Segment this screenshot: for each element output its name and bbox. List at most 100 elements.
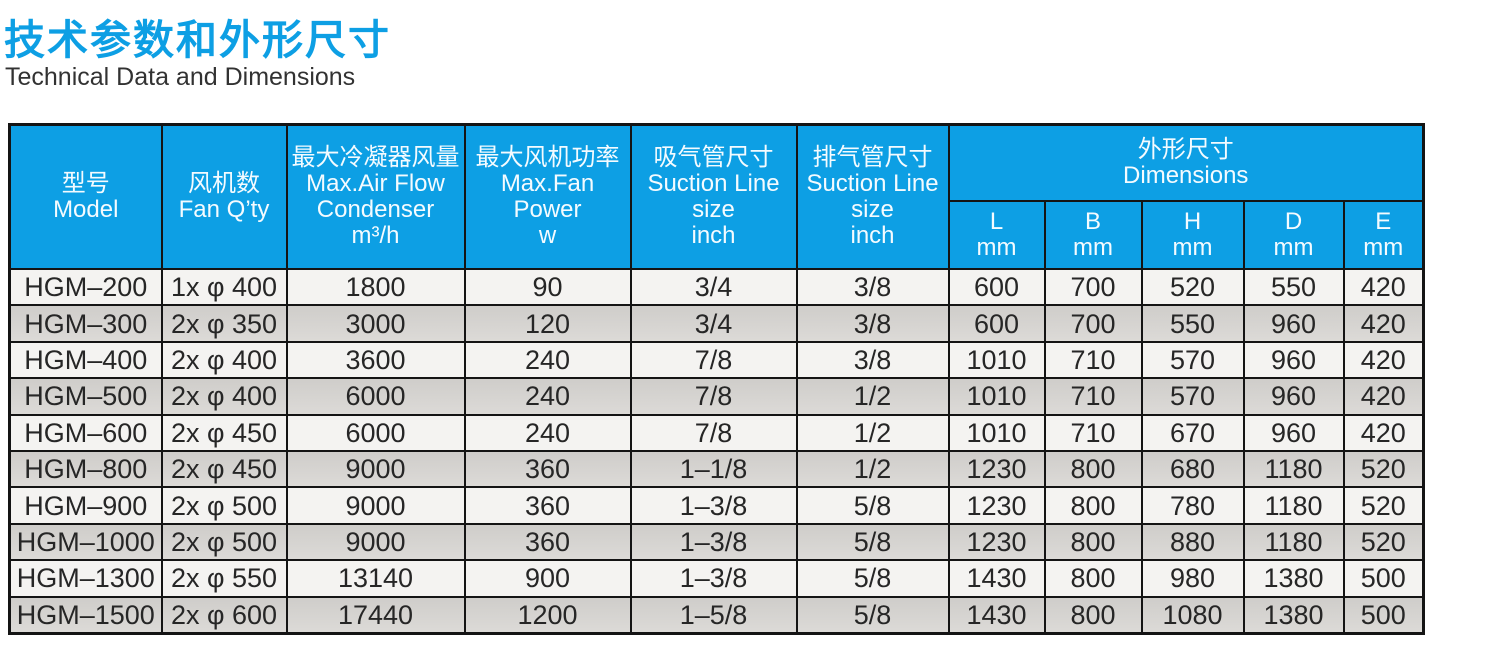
cell-suction_line_size: 3/4 — [629, 304, 798, 343]
table-row: HGM–200 1x φ 400 1800 90 3/4 3/8 600 700 520 550 4… — [8, 267, 1425, 307]
table-row: HGM–300 2x φ 350 3000 120 3/4 3/8 600 700 550 960… — [8, 304, 1425, 343]
cell-dim_d: 960 — [1242, 377, 1345, 416]
cell-discharge_line_size: 1/2 — [795, 449, 950, 489]
cell-dim_b: 800 — [1043, 449, 1143, 489]
cell-dim_l: 1230 — [947, 486, 1046, 525]
col-header-dim-e: E mm — [1342, 200, 1425, 270]
cell-max_fan_power: 240 — [463, 377, 632, 416]
cell-max_fan_power: 360 — [463, 449, 632, 489]
cell-dim_d: 1380 — [1242, 559, 1345, 598]
cell-dim_b: 700 — [1043, 304, 1143, 343]
col-header-dimensions-group: 外形尺寸 Dimensions — [947, 123, 1425, 203]
cell-dim_e: 420 — [1342, 267, 1425, 307]
cell-dim_b: 700 — [1043, 267, 1143, 307]
cell-discharge_line_size: 3/8 — [795, 267, 950, 307]
cell-dim_d: 960 — [1242, 304, 1345, 343]
table-row: HGM–900 2x φ 500 9000 360 1–3/8 5/8 1230 800 780… — [8, 486, 1425, 525]
col-header-dim-l: L mm — [947, 200, 1046, 270]
cell-dim_e: 420 — [1342, 304, 1425, 343]
cell-dim_l: 1430 — [947, 595, 1046, 635]
cell-dim_h: 550 — [1140, 304, 1245, 343]
cell-dim_h: 570 — [1140, 340, 1245, 380]
cell-dim_d: 1380 — [1242, 595, 1345, 635]
cell-discharge_line_size: 1/2 — [795, 377, 950, 416]
table-header: 型号 Model 风机数 Fan Q’ty 最大冷凝器风量 Max.Air Fl… — [8, 123, 1425, 270]
table-row: HGM–500 2x φ 400 6000 240 7/8 1/2 1010 710 570 96… — [8, 377, 1425, 416]
cell-dim_e: 420 — [1342, 413, 1425, 452]
technical-data-table: 型号 Model 风机数 Fan Q’ty 最大冷凝器风量 Max.Air Fl… — [8, 123, 1425, 635]
cell-dim_b: 800 — [1043, 486, 1143, 525]
cell-dim_d: 960 — [1242, 413, 1345, 452]
cell-dim_l: 1010 — [947, 377, 1046, 416]
cell-dim_d: 1180 — [1242, 449, 1345, 489]
table-body: HGM–200 1x φ 400 1800 90 3/4 3/8 600 700 520 550 4… — [8, 267, 1425, 635]
cell-suction_line_size: 7/8 — [629, 377, 798, 416]
cell-fan_qty: 2x φ 450 — [160, 413, 288, 452]
cell-model: HGM–1000 — [8, 522, 163, 562]
cell-max_air_flow: 1800 — [285, 267, 466, 307]
cell-discharge_line_size: 5/8 — [795, 486, 950, 525]
cell-suction_line_size: 1–3/8 — [629, 486, 798, 525]
cell-dim_h: 880 — [1140, 522, 1245, 562]
page-title-english: Technical Data and Dimensions — [5, 63, 356, 91]
cell-model: HGM–200 — [8, 267, 163, 307]
cell-model: HGM–1300 — [8, 559, 163, 598]
col-header-dim-d: D mm — [1242, 200, 1345, 270]
cell-model: HGM–300 — [8, 304, 163, 343]
cell-dim_e: 500 — [1342, 595, 1425, 635]
col-header-model: 型号 Model — [8, 123, 163, 270]
cell-fan_qty: 2x φ 550 — [160, 559, 288, 598]
cell-discharge_line_size: 1/2 — [795, 413, 950, 452]
table-row: HGM–800 2x φ 450 9000 360 1–1/8 1/2 1230 800 680… — [8, 449, 1425, 489]
col-header-discharge-line: 排气管尺寸 Suction Line size inch — [795, 123, 950, 270]
cell-fan_qty: 2x φ 350 — [160, 304, 288, 343]
cell-dim_e: 420 — [1342, 340, 1425, 380]
cell-dim_b: 800 — [1043, 595, 1143, 635]
cell-dim_d: 960 — [1242, 340, 1345, 380]
cell-dim_e: 520 — [1342, 486, 1425, 525]
cell-dim_d: 550 — [1242, 267, 1345, 307]
table-row: HGM–600 2x φ 450 6000 240 7/8 1/2 1010 710 670 96… — [8, 413, 1425, 452]
cell-dim_l: 600 — [947, 304, 1046, 343]
cell-dim_b: 710 — [1043, 340, 1143, 380]
cell-model: HGM–1500 — [8, 595, 163, 635]
cell-dim_e: 520 — [1342, 449, 1425, 489]
cell-suction_line_size: 3/4 — [629, 267, 798, 307]
cell-model: HGM–400 — [8, 340, 163, 380]
page-title-chinese: 技术参数和外形尺寸 — [4, 17, 391, 63]
cell-dim_l: 1230 — [947, 522, 1046, 562]
cell-suction_line_size: 1–5/8 — [629, 595, 798, 635]
cell-max_air_flow: 6000 — [285, 377, 466, 416]
cell-suction_line_size: 7/8 — [629, 340, 798, 380]
cell-dim_h: 680 — [1140, 449, 1245, 489]
cell-max_air_flow: 13140 — [285, 559, 466, 598]
cell-fan_qty: 2x φ 400 — [160, 377, 288, 416]
cell-fan_qty: 2x φ 500 — [160, 522, 288, 562]
cell-suction_line_size: 7/8 — [629, 413, 798, 452]
cell-max_air_flow: 9000 — [285, 522, 466, 562]
cell-model: HGM–900 — [8, 486, 163, 525]
table-row: HGM–1300 2x φ 550 13140 900 1–3/8 5/8 1430 800 9… — [8, 559, 1425, 598]
table-row: HGM–400 2x φ 400 3600 240 7/8 3/8 1010 710 570 96… — [8, 340, 1425, 380]
cell-fan_qty: 2x φ 600 — [160, 595, 288, 635]
col-header-max-air-flow: 最大冷凝器风量 Max.Air Flow Condenser m³/h — [285, 123, 466, 270]
col-header-max-fan-power: 最大风机功率 Max.Fan Power w — [463, 123, 632, 270]
cell-dim_h: 1080 — [1140, 595, 1245, 635]
cell-dim_b: 710 — [1043, 377, 1143, 416]
cell-dim_d: 1180 — [1242, 522, 1345, 562]
cell-fan_qty: 2x φ 500 — [160, 486, 288, 525]
cell-discharge_line_size: 5/8 — [795, 595, 950, 635]
col-header-dim-b: B mm — [1043, 200, 1143, 270]
cell-dim_e: 520 — [1342, 522, 1425, 562]
cell-dim_h: 570 — [1140, 377, 1245, 416]
cell-max_fan_power: 360 — [463, 522, 632, 562]
cell-dim_e: 500 — [1342, 559, 1425, 598]
cell-dim_l: 1430 — [947, 559, 1046, 598]
cell-model: HGM–800 — [8, 449, 163, 489]
cell-max_air_flow: 9000 — [285, 486, 466, 525]
cell-dim_l: 1010 — [947, 413, 1046, 452]
cell-max_fan_power: 120 — [463, 304, 632, 343]
col-header-dim-h: H mm — [1140, 200, 1245, 270]
cell-dim_d: 1180 — [1242, 486, 1345, 525]
